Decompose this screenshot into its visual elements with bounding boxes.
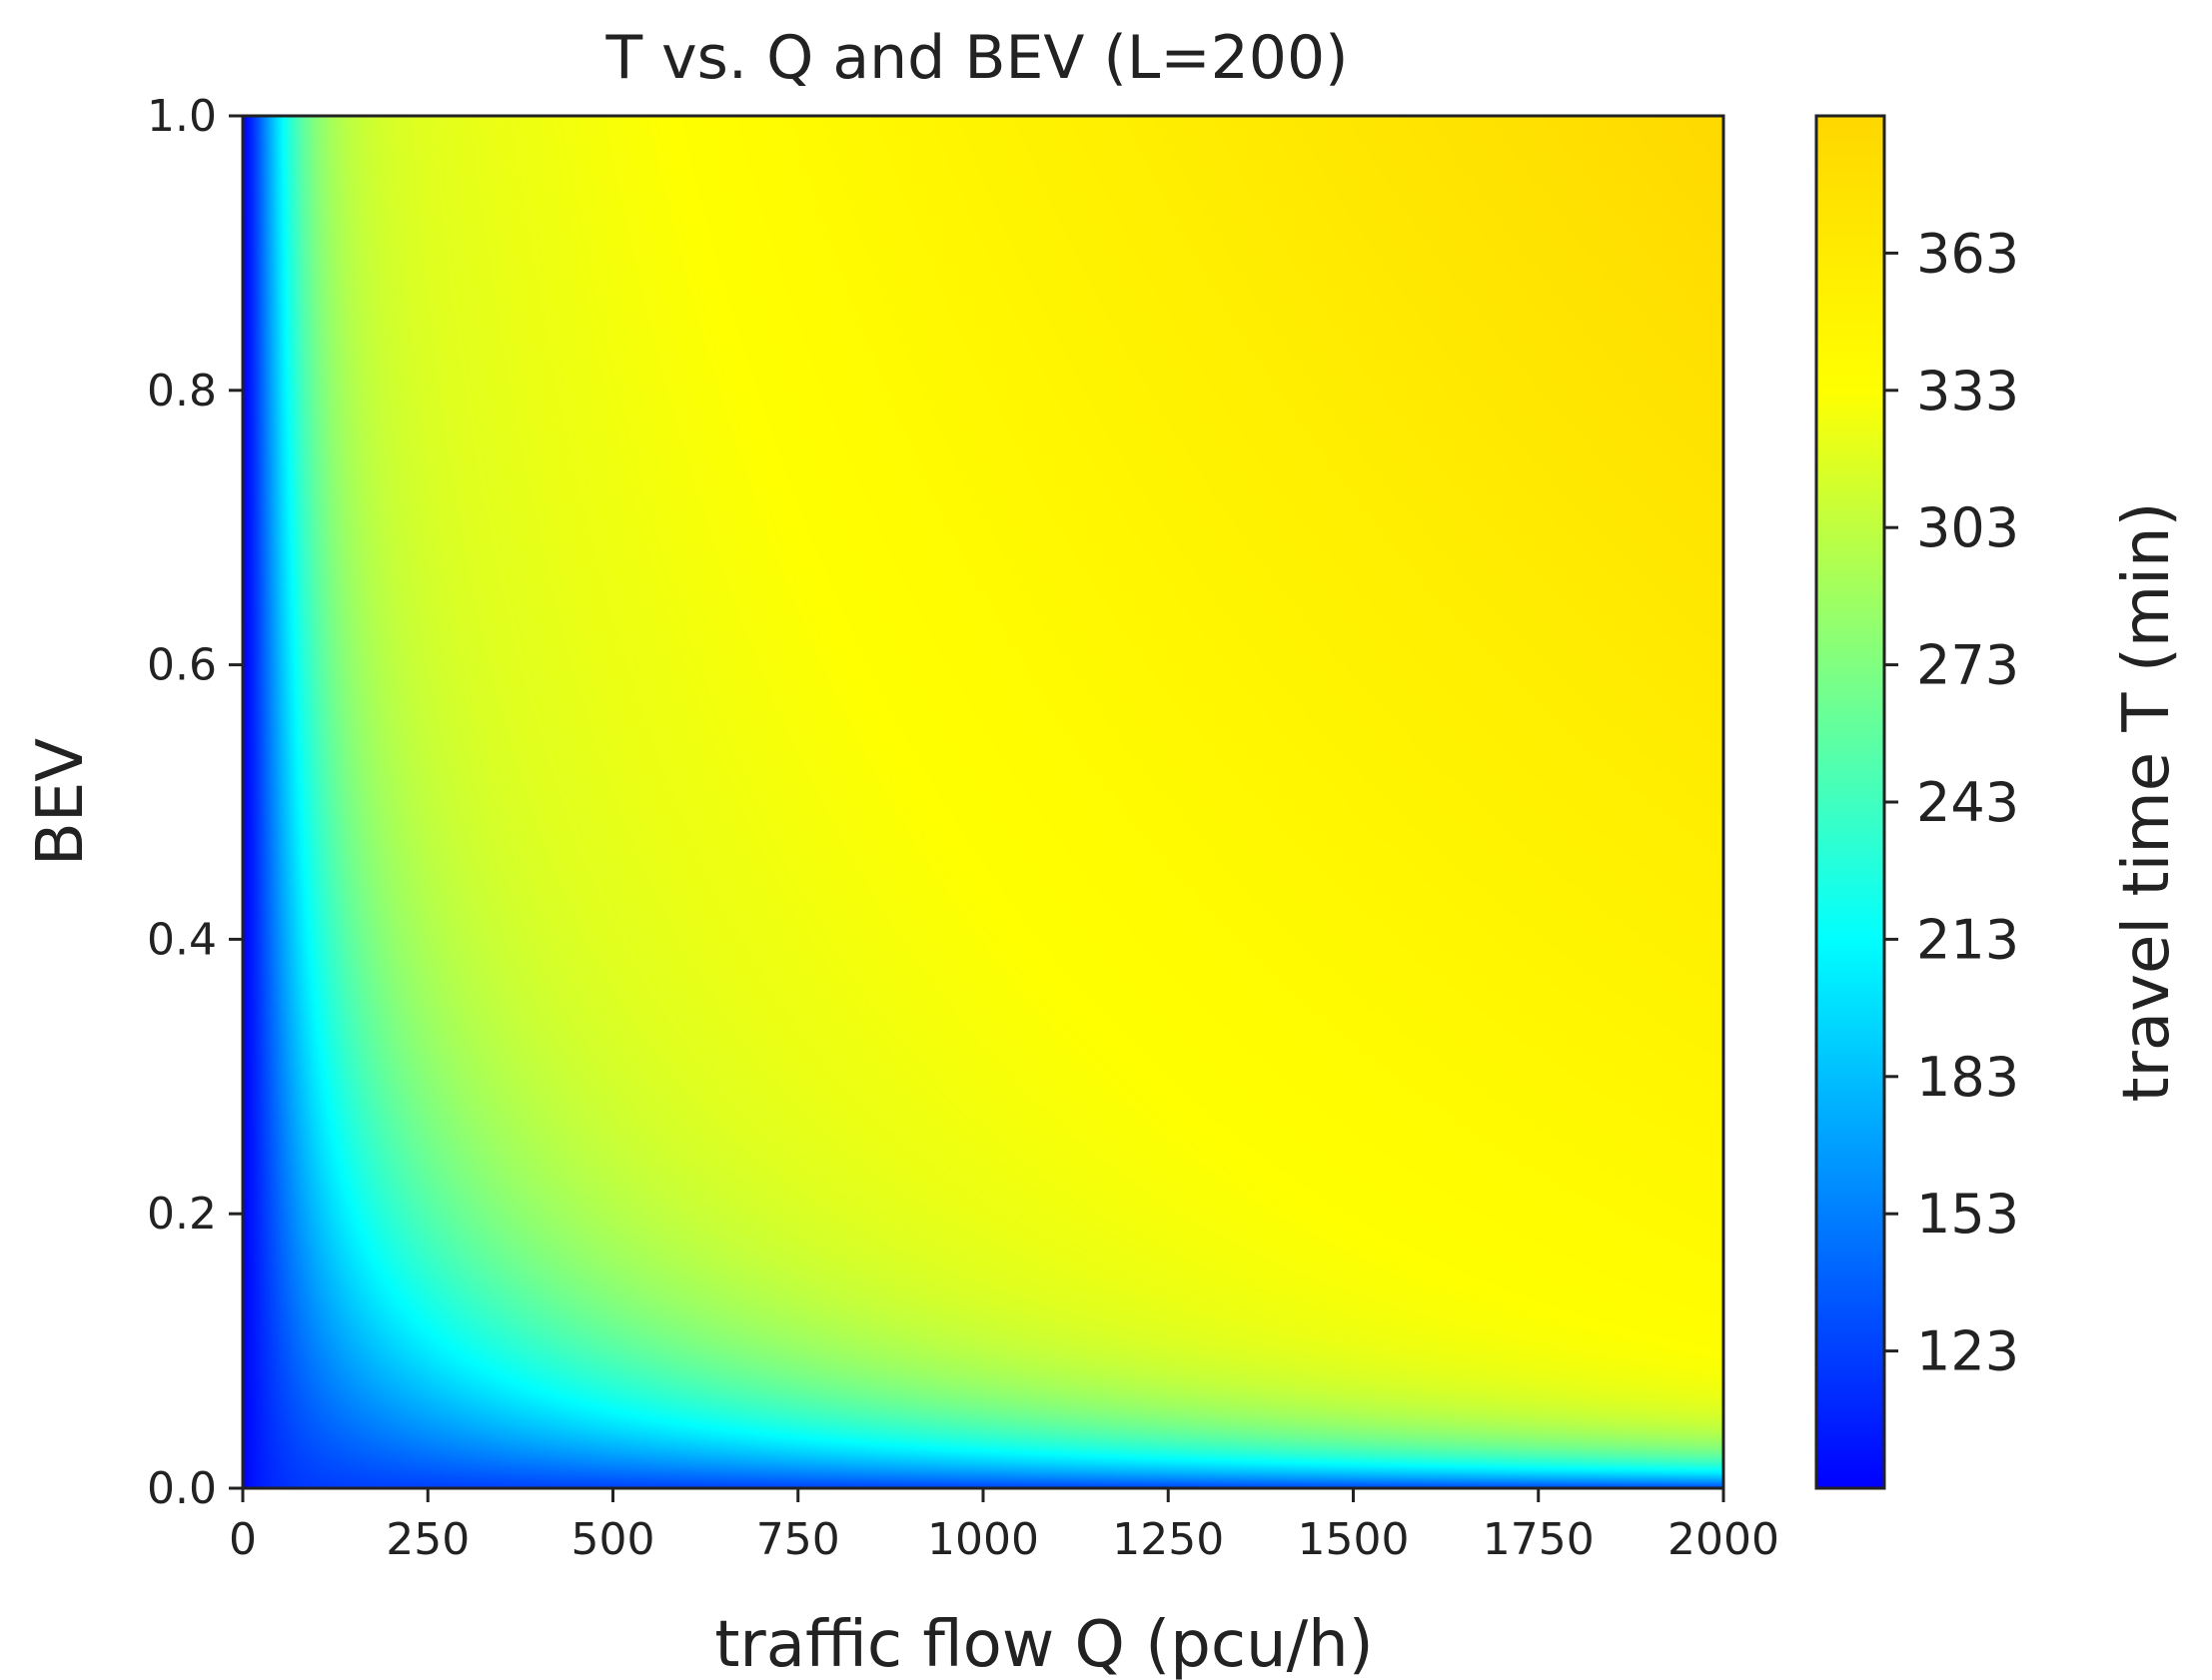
colorbar-tick-label: 213	[1916, 908, 2019, 971]
y-tick-label: 1.0	[147, 91, 217, 142]
heatmap-image-container	[243, 116, 1723, 1488]
x-tick-label: 500	[571, 1514, 655, 1565]
colorbar-ticks: 123 153 183 213 243 273 303 333 363	[1884, 222, 2019, 1383]
colorbar-tick-label: 363	[1916, 222, 2019, 285]
y-axis: 0.0 0.2 0.4 0.6 0.8 1.0	[147, 91, 243, 1514]
x-tick-label: 250	[386, 1514, 470, 1565]
x-tick-label: 0	[229, 1514, 257, 1565]
heatmap-image	[243, 116, 1723, 1488]
x-tick-label: 1000	[927, 1514, 1039, 1565]
y-tick-label: 0.0	[147, 1463, 217, 1514]
colorbar: 123 153 183 213 243 273 303 333 363 travel time …	[1814, 114, 2184, 1490]
plot-area	[241, 114, 1725, 1490]
x-axis: 0 250 500 750 1000 1250 1500 1750 2000	[229, 1488, 1779, 1565]
colorbar-strip	[1814, 114, 1886, 1490]
x-tick-label: 750	[756, 1514, 840, 1565]
x-tick-label: 1250	[1112, 1514, 1224, 1565]
colorbar-tick-label: 123	[1916, 1320, 2019, 1383]
colorbar-tick-label: 153	[1916, 1183, 2019, 1246]
colorbar-tick-label: 303	[1916, 496, 2019, 559]
chart-title: T vs. Q and BEV (L=200)	[604, 23, 1348, 93]
colorbar-tick-label: 183	[1916, 1046, 2019, 1109]
y-tick-label: 0.2	[147, 1189, 217, 1240]
x-tick-label: 2000	[1667, 1514, 1779, 1565]
y-tick-label: 0.4	[147, 914, 217, 965]
y-tick-label: 0.8	[147, 366, 217, 417]
colorbar-tick-label: 273	[1916, 634, 2019, 697]
colorbar-label: travel time T (min)	[2110, 502, 2184, 1103]
y-axis-label: BEV	[24, 738, 98, 866]
x-tick-label: 1500	[1298, 1514, 1410, 1565]
y-tick-label: 0.6	[147, 640, 217, 691]
colorbar-tick-label: 333	[1916, 360, 2019, 422]
colorbar-tick-label: 243	[1916, 771, 2019, 834]
x-tick-label: 1750	[1483, 1514, 1595, 1565]
x-axis-label: traffic flow Q (pcu/h)	[714, 1608, 1373, 1680]
